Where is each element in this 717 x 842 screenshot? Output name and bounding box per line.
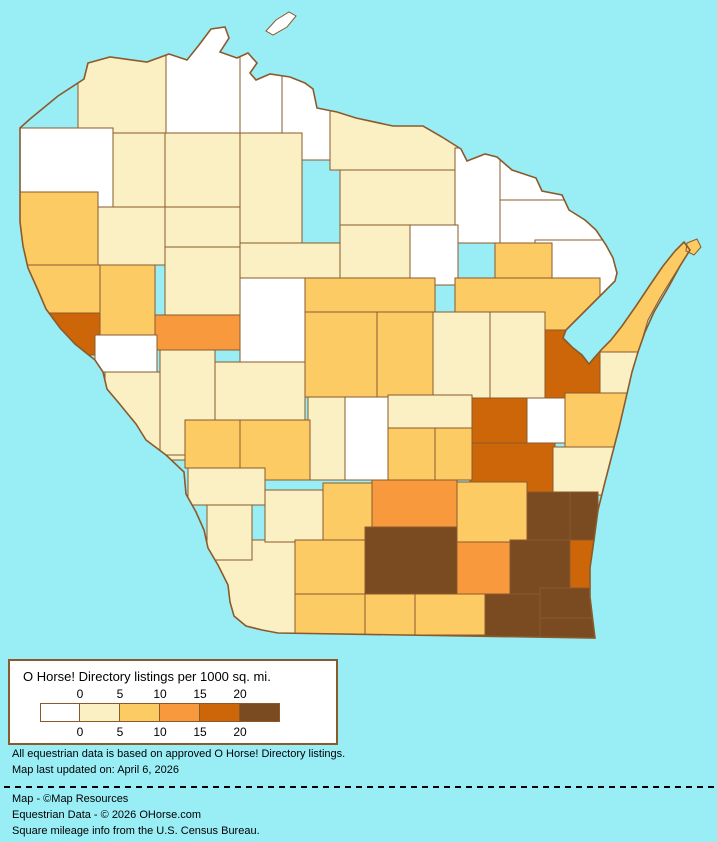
legend-tick-top-5: 5 bbox=[116, 687, 124, 701]
legend-tick-bottom-15: 15 bbox=[193, 725, 207, 739]
county-oneida bbox=[339, 169, 456, 226]
county-florence bbox=[499, 151, 573, 201]
county-vilas bbox=[329, 99, 468, 171]
credit-ohorse: Equestrian Data - © 2026 OHorse.com bbox=[12, 809, 202, 821]
county-sheboygan bbox=[552, 446, 616, 496]
county-green-lake bbox=[434, 427, 473, 481]
county-douglas bbox=[77, 41, 167, 136]
credit-census: Square mileage info from the U.S. Census… bbox=[12, 825, 260, 837]
county-vernon bbox=[187, 467, 266, 506]
legend-tick-bottom-5: 5 bbox=[116, 725, 124, 739]
county-waushara bbox=[387, 394, 473, 429]
legend-tick-bottom-10: 10 bbox=[153, 725, 167, 739]
note-data-source: All equestrian data is based on approved… bbox=[12, 748, 346, 760]
legend-color-ramp bbox=[40, 703, 280, 722]
legend-swatch-20plus bbox=[240, 703, 280, 722]
county-calumet bbox=[526, 397, 566, 444]
dashed-divider bbox=[4, 786, 714, 788]
legend-swatch-0-5 bbox=[80, 703, 120, 722]
county-forest bbox=[454, 147, 501, 244]
counties-layer bbox=[20, 27, 690, 638]
county-jefferson bbox=[456, 541, 511, 595]
county-pepin bbox=[94, 334, 158, 373]
county-marathon bbox=[304, 277, 436, 313]
county-waukesha bbox=[509, 539, 571, 595]
legend-swatch-10-15 bbox=[160, 703, 200, 722]
state-outline bbox=[19, 26, 691, 639]
county-outagamie bbox=[489, 311, 546, 399]
county-polk bbox=[20, 191, 99, 266]
credit-map-resources: Map - ©Map Resources bbox=[12, 793, 129, 805]
county-eau-claire bbox=[154, 314, 241, 351]
legend-title: O Horse! Directory listings per 1000 sq.… bbox=[23, 669, 271, 684]
island-madeline-island bbox=[265, 11, 297, 36]
county-st-croix bbox=[20, 264, 101, 314]
legend-tick-bottom-0: 0 bbox=[76, 725, 84, 739]
county-wood bbox=[304, 311, 378, 398]
legend-box: O Horse! Directory listings per 1000 sq.… bbox=[8, 659, 338, 745]
county-lafayette bbox=[294, 593, 366, 636]
county-clark bbox=[239, 277, 306, 373]
county-dunn bbox=[99, 264, 156, 336]
county-richland bbox=[264, 489, 324, 543]
legend-tick-bottom-20: 20 bbox=[233, 725, 247, 739]
county-jackson bbox=[214, 361, 306, 421]
county-taylor bbox=[239, 242, 341, 279]
county-washburn bbox=[112, 132, 166, 208]
county-manitowoc bbox=[564, 392, 628, 448]
county-barron bbox=[97, 206, 166, 266]
county-brown bbox=[544, 329, 601, 399]
legend-swatch-5-10 bbox=[120, 703, 160, 722]
county-portage bbox=[376, 311, 434, 398]
county-dodge bbox=[456, 481, 528, 543]
county-columbia bbox=[371, 479, 458, 528]
county-lincoln bbox=[339, 224, 411, 279]
county-bayfield bbox=[165, 27, 241, 136]
county-rusk bbox=[164, 206, 241, 248]
legend-tick-top-0: 0 bbox=[76, 687, 84, 701]
wisconsin-county-map bbox=[19, 11, 702, 639]
county-langlade bbox=[409, 224, 459, 286]
county-ozaukee bbox=[569, 491, 599, 543]
county-milwaukee bbox=[569, 539, 603, 595]
legend-tick-top-20: 20 bbox=[233, 687, 247, 701]
county-green bbox=[364, 593, 416, 636]
legend-swatch-0 bbox=[40, 703, 80, 722]
note-last-updated: Map last updated on: April 6, 2026 bbox=[12, 764, 179, 776]
county-winnebago bbox=[469, 397, 528, 444]
county-walworth bbox=[484, 593, 541, 638]
county-sauk bbox=[322, 482, 373, 541]
county-washington bbox=[526, 491, 571, 541]
county-adams bbox=[344, 396, 389, 481]
county-crawford bbox=[206, 504, 253, 561]
legend-swatch-15-20 bbox=[200, 703, 240, 722]
county-iowa bbox=[294, 539, 366, 595]
county-juneau bbox=[307, 396, 346, 481]
county-chippewa bbox=[164, 246, 241, 316]
county-waupaca bbox=[432, 311, 491, 399]
county-pierce bbox=[20, 312, 101, 356]
legend-tick-top-10: 10 bbox=[153, 687, 167, 701]
legend-tick-top-15: 15 bbox=[193, 687, 207, 701]
county-la-crosse bbox=[184, 419, 241, 469]
county-sawyer bbox=[164, 132, 241, 208]
county-marquette bbox=[387, 427, 436, 481]
county-price bbox=[239, 132, 303, 244]
county-rock bbox=[414, 593, 486, 636]
county-door bbox=[599, 239, 690, 353]
county-dane bbox=[364, 526, 458, 595]
